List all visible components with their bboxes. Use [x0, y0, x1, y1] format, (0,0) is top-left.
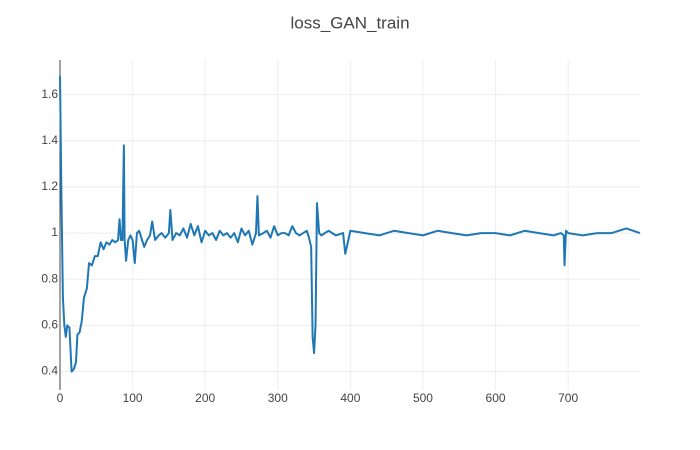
x-tick-label: 500 — [413, 391, 433, 405]
y-tick-label: 0.8 — [41, 271, 58, 285]
x-tick-label: 0 — [57, 391, 64, 405]
x-tick-label: 100 — [123, 391, 143, 405]
x-tick-label: 400 — [340, 391, 360, 405]
y-tick-label: 0.6 — [41, 318, 58, 332]
y-tick-label: 1.4 — [41, 133, 58, 147]
x-tick-label: 300 — [268, 391, 288, 405]
y-tick-label: 1.6 — [41, 87, 58, 101]
line-series — [59, 76, 641, 373]
y-tick-label: 1 — [51, 225, 58, 239]
x-tick-label: 700 — [558, 391, 578, 405]
y-tick-label: 1.2 — [41, 179, 58, 193]
y-tick-label: 0.4 — [41, 364, 58, 378]
chart-title: loss_GAN_train — [290, 13, 409, 32]
x-tick-label: 600 — [486, 391, 506, 405]
x-tick-label: 200 — [195, 391, 215, 405]
